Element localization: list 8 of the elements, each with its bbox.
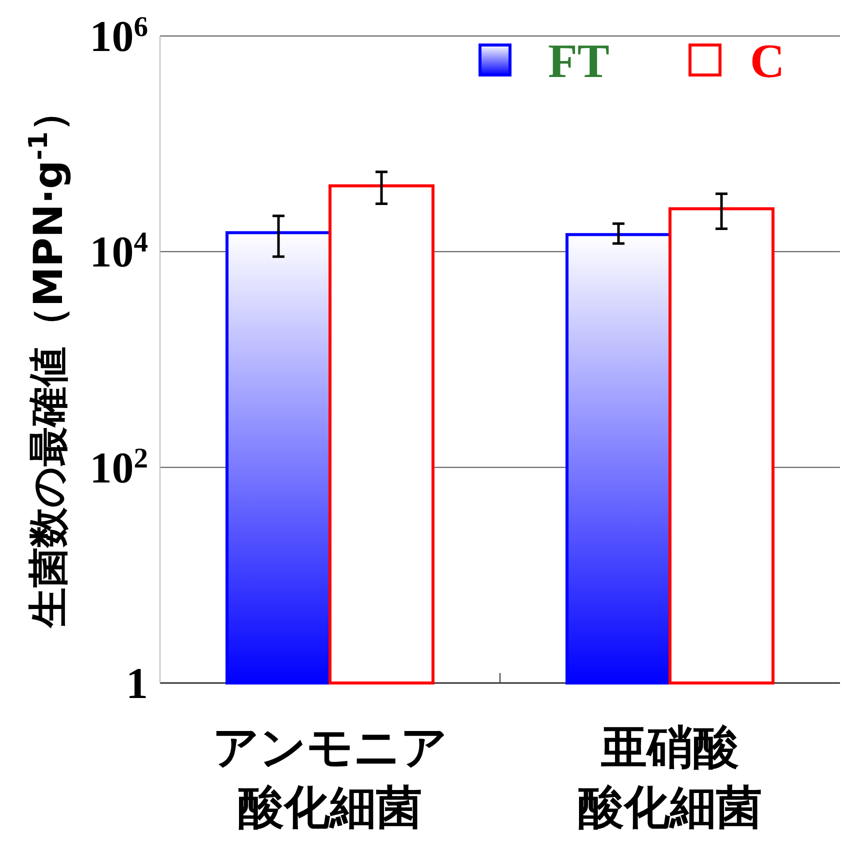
legend-label: FT xyxy=(548,35,610,88)
y-tick-label: 10$^{4}$ xyxy=(90,227,148,277)
x-tick-label: 亜硝酸酸化細菌 xyxy=(578,720,762,834)
y-tick-label: 10$^{6}$ xyxy=(90,12,148,61)
legend-label: C xyxy=(750,35,785,88)
y-tick-label: 1 xyxy=(126,659,148,708)
x-tick-label: アンモニア酸化細菌 xyxy=(212,720,448,834)
y-tick-label: 10$^{2}$ xyxy=(90,442,148,492)
